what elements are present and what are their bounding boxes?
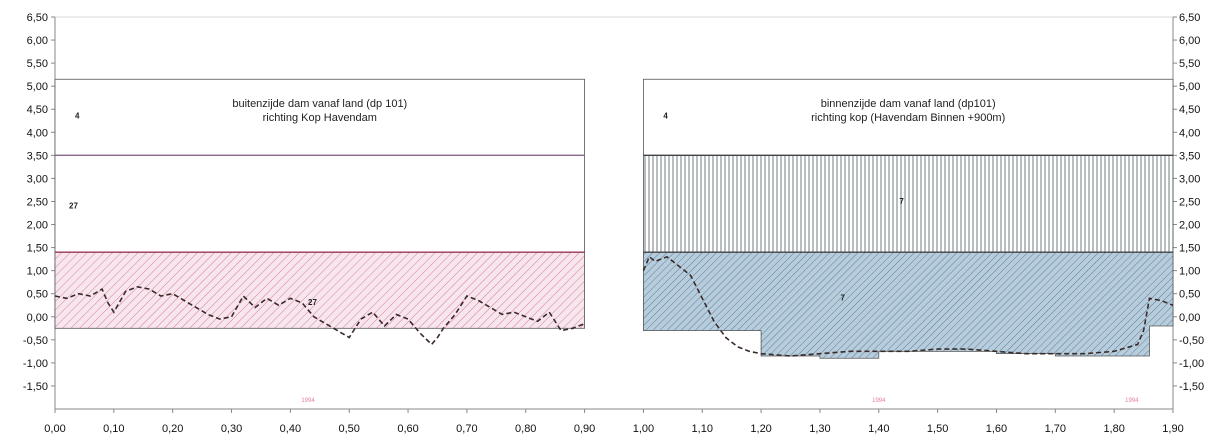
layer-zone-bottom <box>643 251 1174 359</box>
x-tick-label: 1,40 <box>868 423 889 435</box>
y-tick-label-left: 6,50 <box>27 12 48 24</box>
x-tick-label: 1,30 <box>809 423 830 435</box>
y-tick-label-left: 4,00 <box>27 127 48 139</box>
y-tick-label-right: 5,50 <box>1179 58 1200 70</box>
y-tick-label-right: -1,00 <box>1179 358 1204 370</box>
y-tick-label-left: 4,50 <box>27 104 48 116</box>
y-tick-label-left: 0,00 <box>27 312 48 324</box>
x-tick-label: 0,70 <box>456 423 477 435</box>
y-tick-label-right: 5,00 <box>1179 81 1200 93</box>
profile-line <box>642 255 1174 357</box>
panel-title-line1: buitenzijde dam vanaf land (dp 101) <box>232 98 407 110</box>
y-tick-label-right: 4,00 <box>1179 127 1200 139</box>
panel-title-line1: binnenzijde dam vanaf land (dp101) <box>821 98 996 110</box>
y-tick-label-right: 3,00 <box>1179 173 1200 185</box>
x-tick-label: 1,00 <box>633 423 654 435</box>
profiles-layer <box>54 255 1174 357</box>
y-tick-label-left: 2,50 <box>27 196 48 208</box>
layer-label: 27 <box>69 201 78 210</box>
layer-zone-bottom <box>54 251 585 329</box>
panels-layer <box>54 78 1174 359</box>
faint-year-label: 1994 <box>872 398 886 404</box>
y-tick-label-left: -0,50 <box>23 335 48 347</box>
x-tick-label: 0,20 <box>162 423 183 435</box>
y-tick-label-right: 0,50 <box>1179 289 1200 301</box>
x-tick-label: 0,10 <box>103 423 124 435</box>
x-tick-label: 1,80 <box>1103 423 1124 435</box>
y-tick-label-right: -0,50 <box>1179 335 1204 347</box>
x-tick-label: 0,40 <box>280 423 301 435</box>
layer-zone-top <box>54 78 585 156</box>
y-tick-label-left: 3,50 <box>27 150 48 162</box>
y-tick-label-left: 5,50 <box>27 58 48 70</box>
y-tick-label-right: 2,00 <box>1179 220 1200 232</box>
x-tick-label: 0,60 <box>397 423 418 435</box>
y-tick-label-left: 2,00 <box>27 220 48 232</box>
y-tick-label-left: -1,50 <box>23 381 48 393</box>
y-tick-label-left: 1,50 <box>27 243 48 255</box>
x-tick-label: 0,50 <box>338 423 359 435</box>
y-tick-label-right: 6,00 <box>1179 35 1200 47</box>
y-tick-label-right: 1,50 <box>1179 243 1200 255</box>
layer-label: 4 <box>75 111 80 120</box>
y-tick-label-right: 3,50 <box>1179 150 1200 162</box>
layer-label: 4 <box>663 111 668 120</box>
y-tick-label-right: 6,50 <box>1179 12 1200 24</box>
layer-zone-middle <box>54 154 585 253</box>
profile-line <box>54 285 585 346</box>
layer-label: 27 <box>308 298 317 307</box>
y-tick-label-left: 1,00 <box>27 266 48 278</box>
x-tick-label: 0,00 <box>44 423 65 435</box>
y-tick-label-left: -1,00 <box>23 358 48 370</box>
x-tick-label: 1,60 <box>986 423 1007 435</box>
x-tick-label: 1,50 <box>927 423 948 435</box>
layer-zone-middle <box>643 154 1174 253</box>
y-tick-label-left: 6,00 <box>27 35 48 47</box>
y-tick-label-left: 0,50 <box>27 289 48 301</box>
layer-label: 7 <box>841 294 846 303</box>
layer-label: 7 <box>899 197 904 206</box>
y-tick-label-right: 2,50 <box>1179 196 1200 208</box>
y-tick-label-left: 5,00 <box>27 81 48 93</box>
y-tick-label-right: -1,50 <box>1179 381 1204 393</box>
y-tick-label-left: 3,00 <box>27 173 48 185</box>
faint-year-label: 1994 <box>1125 398 1139 404</box>
x-tick-label: 1,20 <box>750 423 771 435</box>
y-tick-label-right: 1,00 <box>1179 266 1200 278</box>
x-tick-label: 1,10 <box>692 423 713 435</box>
labels-layer: 0,00 0,10 0,20 0,30 0,40 0,50 0,60 0,70 0,80 0,90… <box>23 12 1204 435</box>
y-tick-label-right: 4,50 <box>1179 104 1200 116</box>
x-tick-label: 0,80 <box>515 423 536 435</box>
panel-title-line2: richting kop (Havendam Binnen +900m) <box>811 112 1005 124</box>
y-tick-label-right: 0,00 <box>1179 312 1200 324</box>
x-tick-label: 0,30 <box>221 423 242 435</box>
x-tick-label: 1,70 <box>1045 423 1066 435</box>
x-tick-label: 0,90 <box>574 423 595 435</box>
layer-zone-top <box>643 78 1174 156</box>
faint-year-label: 1994 <box>301 398 315 404</box>
x-tick-label: 1,90 <box>1162 423 1183 435</box>
panel-title-line2: richting Kop Havendam <box>263 112 377 124</box>
